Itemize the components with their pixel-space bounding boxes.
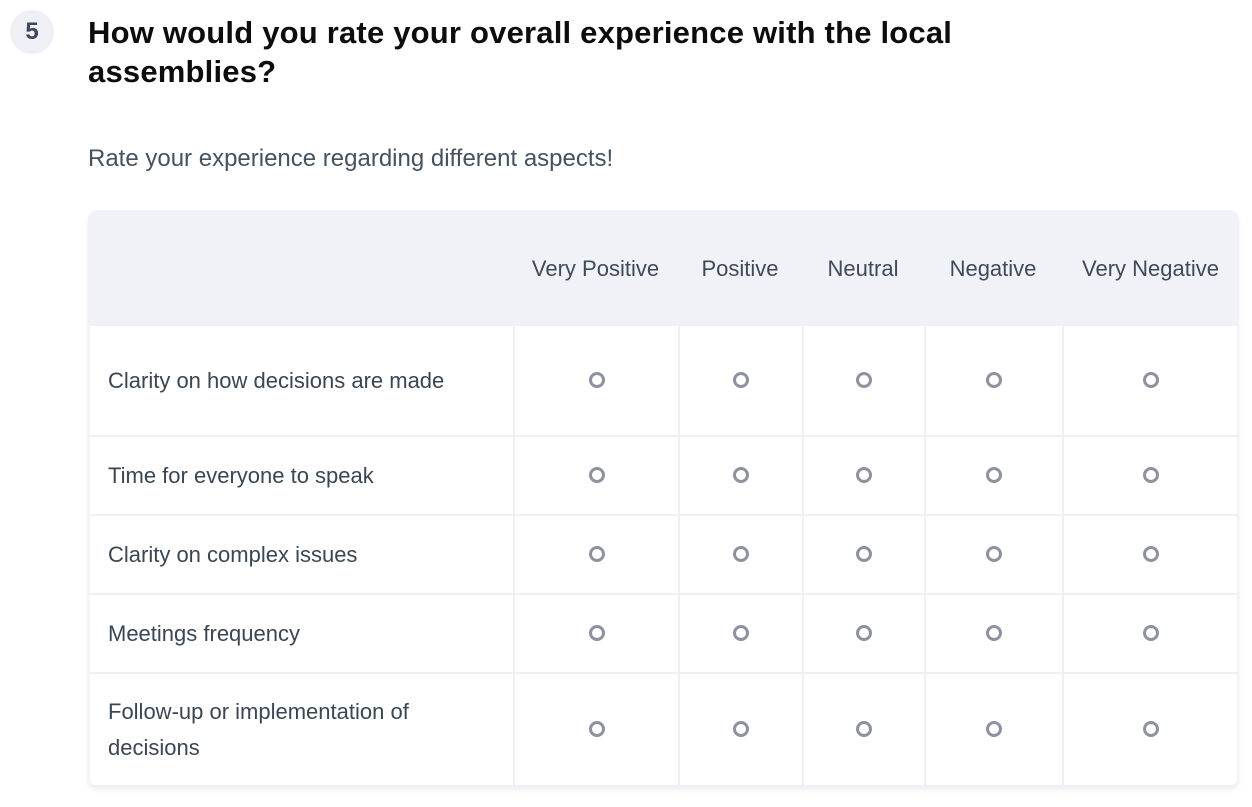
- radio-button-row3-negative[interactable]: [986, 625, 1002, 642]
- question-number-badge: 5: [10, 10, 54, 54]
- matrix-header-row: Very Positive Positive Neutral Negative …: [88, 210, 1239, 326]
- matrix-cell: [1062, 437, 1239, 516]
- matrix-cell: [802, 326, 924, 437]
- column-header-positive: Positive: [678, 210, 802, 326]
- matrix-cell: [1062, 326, 1239, 437]
- matrix-cell: [513, 437, 678, 516]
- radio-button-row4-positive[interactable]: [733, 721, 749, 738]
- radio-button-row0-neutral[interactable]: [856, 372, 872, 389]
- matrix-cell: [924, 516, 1062, 595]
- question-number: 5: [25, 18, 39, 45]
- matrix-row-time-to-speak: Time for everyone to speak: [88, 437, 1239, 516]
- matrix-cell: [924, 326, 1062, 437]
- radio-button-row2-very-positive[interactable]: [588, 546, 605, 563]
- matrix-cell: [678, 326, 802, 437]
- radio-button-row0-positive[interactable]: [733, 372, 749, 389]
- matrix-cell: [678, 516, 802, 595]
- radio-button-row2-positive[interactable]: [733, 546, 749, 563]
- radio-button-row4-neutral[interactable]: [856, 721, 872, 738]
- matrix-cell: [802, 674, 924, 787]
- question-content: How would you rate your overall experien…: [88, 0, 1240, 787]
- radio-button-row3-very-positive[interactable]: [588, 625, 605, 642]
- row-label: Time for everyone to speak: [108, 462, 374, 488]
- matrix-cell: [513, 595, 678, 674]
- matrix-cell: [802, 437, 924, 516]
- radio-button-row2-very-negative[interactable]: [1142, 546, 1159, 563]
- radio-button-row0-very-positive[interactable]: [588, 372, 605, 389]
- radio-button-row1-positive[interactable]: [733, 467, 749, 484]
- radio-button-row2-negative[interactable]: [986, 546, 1002, 563]
- radio-button-row0-negative[interactable]: [986, 372, 1002, 389]
- column-header-neutral: Neutral: [802, 210, 924, 326]
- radio-button-row4-negative[interactable]: [986, 721, 1002, 738]
- radio-button-row3-neutral[interactable]: [856, 625, 872, 642]
- matrix-row-meetings-frequency: Meetings frequency: [88, 595, 1239, 674]
- radio-button-row1-neutral[interactable]: [856, 467, 872, 484]
- radio-button-row3-very-negative[interactable]: [1142, 625, 1159, 642]
- matrix-row-follow-up: Follow-up or implementation of decisions: [88, 674, 1239, 787]
- radio-button-row1-negative[interactable]: [986, 467, 1002, 484]
- row-label: Follow-up or implementation of decisions: [108, 698, 409, 760]
- radio-button-row1-very-negative[interactable]: [1142, 467, 1159, 484]
- radio-button-row0-very-negative[interactable]: [1142, 372, 1159, 389]
- matrix-cell: [924, 595, 1062, 674]
- matrix-cell: [513, 674, 678, 787]
- column-header-very-positive: Very Positive: [513, 210, 678, 326]
- matrix-row-complex-issues: Clarity on complex issues: [88, 516, 1239, 595]
- radio-button-row2-neutral[interactable]: [856, 546, 872, 563]
- question-title: How would you rate your overall experien…: [88, 15, 953, 89]
- radio-button-row4-very-negative[interactable]: [1142, 721, 1159, 738]
- radio-button-row4-very-positive[interactable]: [588, 721, 605, 738]
- radio-button-row3-positive[interactable]: [733, 625, 749, 642]
- matrix-cell: [1062, 516, 1239, 595]
- row-label: Clarity on complex issues: [108, 541, 358, 567]
- matrix-cell: [802, 595, 924, 674]
- matrix-row-decisions-clarity: Clarity on how decisions are made: [88, 326, 1239, 437]
- matrix-cell: [1062, 595, 1239, 674]
- matrix-cell: [1062, 674, 1239, 787]
- matrix-cell: [678, 595, 802, 674]
- matrix-cell: [513, 516, 678, 595]
- rating-matrix-table: Very Positive Positive Neutral Negative …: [88, 210, 1239, 787]
- matrix-cell: [513, 326, 678, 437]
- matrix-cell: [924, 674, 1062, 787]
- column-header-very-negative: Very Negative: [1062, 210, 1239, 326]
- column-header-negative: Negative: [924, 210, 1062, 326]
- radio-button-row1-very-positive[interactable]: [588, 467, 605, 484]
- matrix-header-empty-cell: [88, 210, 513, 326]
- matrix-cell: [924, 437, 1062, 516]
- question-subtitle: Rate your experience regarding different…: [88, 145, 614, 172]
- row-label: Clarity on how decisions are made: [108, 367, 445, 393]
- matrix-cell: [678, 674, 802, 787]
- matrix-cell: [678, 437, 802, 516]
- matrix-cell: [802, 516, 924, 595]
- row-label: Meetings frequency: [108, 620, 300, 646]
